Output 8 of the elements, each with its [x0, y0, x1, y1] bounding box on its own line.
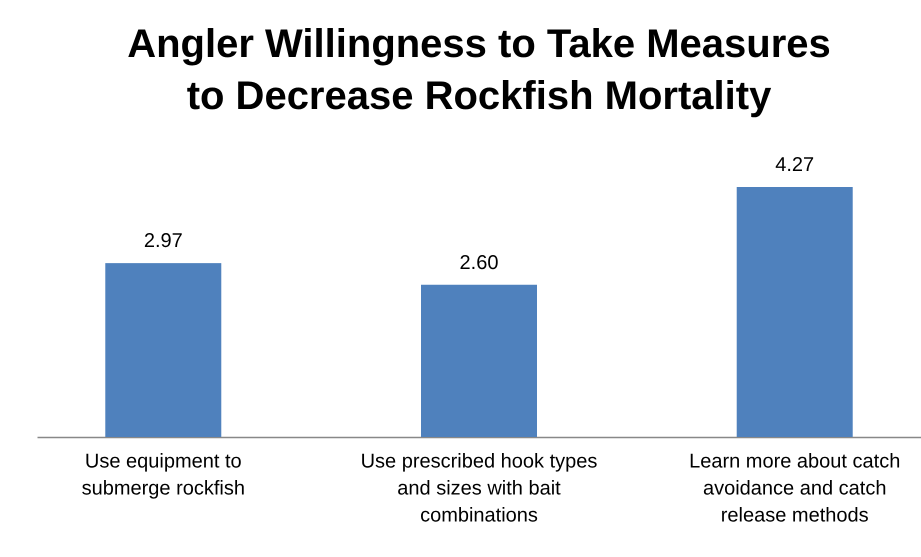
x-tick-label: Learn more about catch avoidance and catch release methods [689, 450, 900, 526]
text: to Decrease Rockfish Mortality [186, 74, 772, 118]
x-tick-label: Use equipment to submerge rockfish [82, 450, 245, 500]
x-tick-label: Use prescribed hook types and sizes with bait combinations [360, 450, 598, 526]
data-label: 2.97 [144, 230, 183, 252]
text: Angler Willingness to Take Measures [127, 22, 831, 66]
data-label: 2.60 [460, 252, 498, 274]
data-label: 4.27 [775, 154, 814, 176]
